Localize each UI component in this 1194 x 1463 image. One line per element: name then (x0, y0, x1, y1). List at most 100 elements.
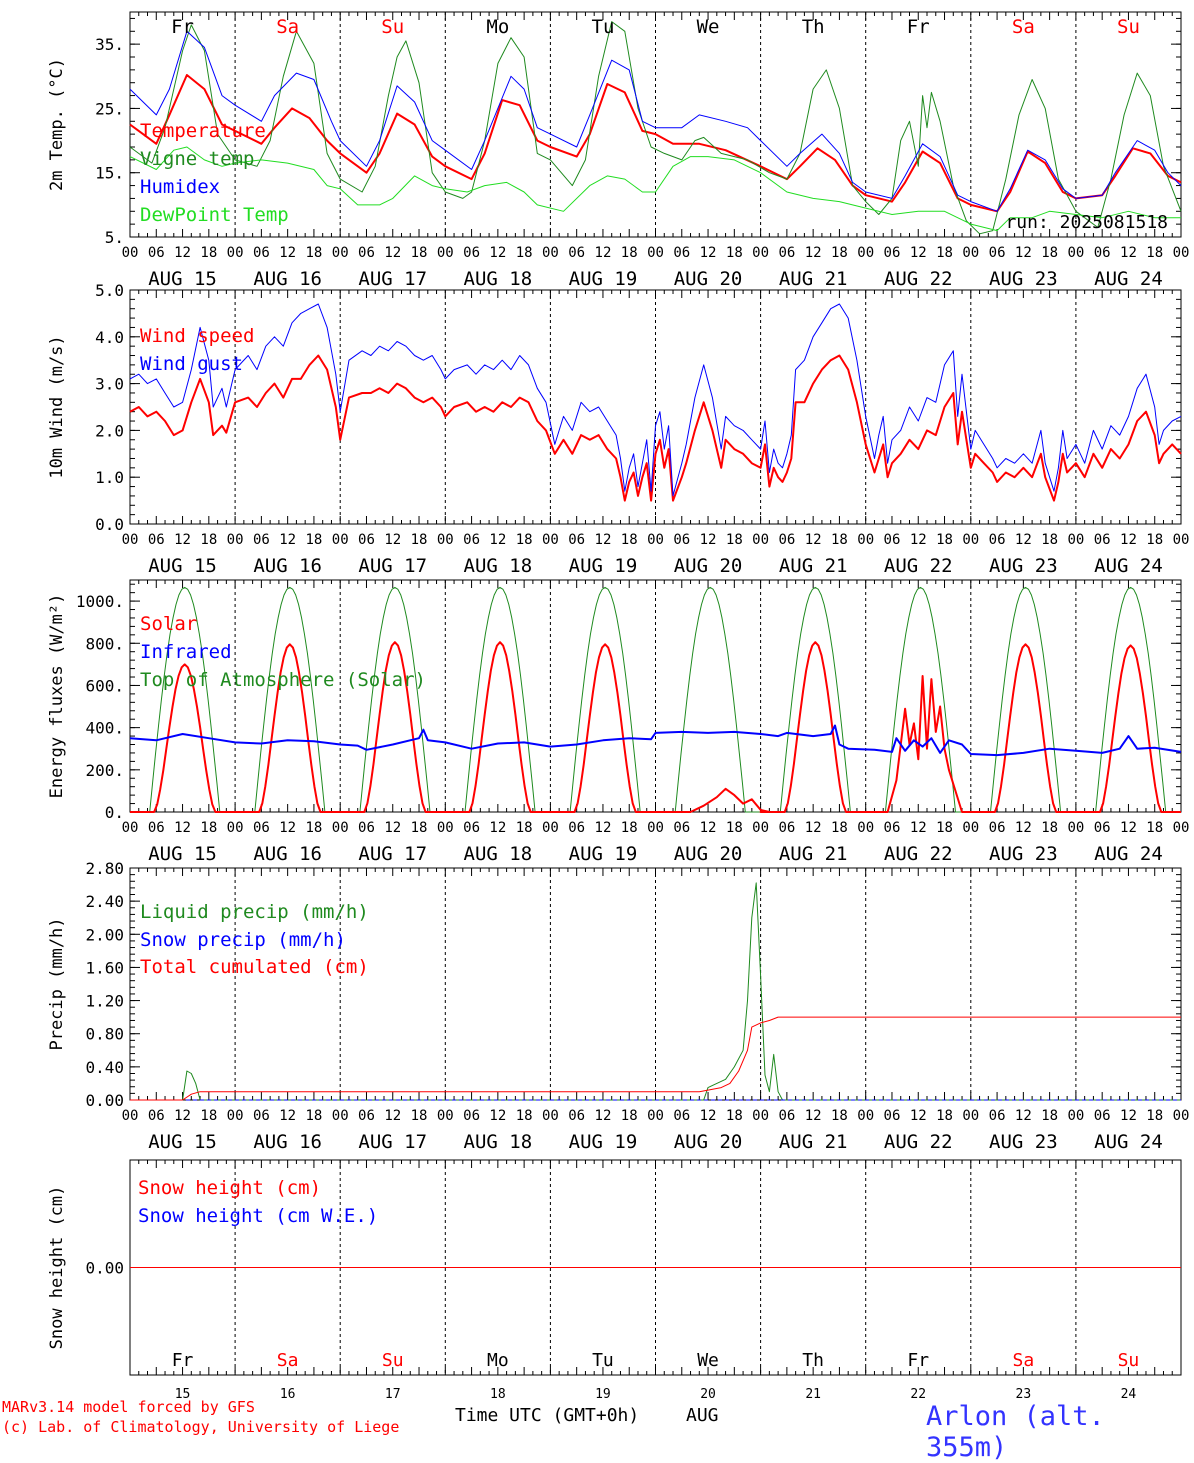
x-date-label: AUG 19 (569, 1131, 638, 1153)
x-hour-label: 12 (700, 532, 717, 548)
x-hour-label: 06 (358, 532, 375, 548)
x-hour-label: 12 (279, 820, 296, 836)
x-hour-label: 12 (174, 820, 191, 836)
legend-entry: Wind gust (140, 353, 243, 375)
day-name-bottom: Th (802, 1350, 824, 1371)
y-tick-label: 1.0 (95, 468, 124, 487)
x-hour-label: 12 (384, 820, 401, 836)
y-tick-label: 2.80 (85, 859, 124, 878)
x-hour-label: 00 (227, 245, 244, 261)
day-name-bottom: Fr (907, 1350, 929, 1371)
x-hour-label: 06 (989, 245, 1006, 261)
day-number: 19 (595, 1387, 611, 1402)
x-hour-label: 12 (1120, 245, 1137, 261)
x-hour-label: 00 (752, 820, 769, 836)
x-date-label: AUG 22 (884, 843, 953, 865)
y-tick-label: 600. (85, 676, 124, 695)
x-hour-label: 18 (831, 1108, 848, 1124)
series-line-total-cumulated-cm- (130, 1016, 1181, 1101)
x-hour-label: 12 (700, 820, 717, 836)
x-hour-label: 18 (411, 532, 428, 548)
x-hour-label: 12 (174, 245, 191, 261)
legend-entry: Humidex (140, 176, 220, 198)
y-tick-label: 0.00 (85, 1259, 124, 1278)
x-date-label: AUG 24 (1094, 555, 1163, 577)
x-date-label: AUG 18 (464, 268, 533, 290)
legend-entry: Solar (140, 613, 197, 635)
y-tick-label: 2.40 (85, 892, 124, 911)
series-line-wind-gust (129, 303, 1182, 497)
series-line-liquid-precip-mm-h- (130, 882, 1181, 1101)
x-hour-label: 00 (437, 1108, 454, 1124)
x-hour-label: 18 (936, 245, 953, 261)
x-date-label: AUG 16 (253, 268, 322, 290)
x-hour-label: 12 (279, 1108, 296, 1124)
y-tick-label: 400. (85, 719, 124, 738)
x-date-label: AUG 19 (569, 268, 638, 290)
x-date-label: AUG 17 (358, 555, 427, 577)
x-hour-label: 18 (936, 1108, 953, 1124)
station-label: Arlon (alt. 355m) (926, 1401, 1105, 1463)
x-hour-label: 18 (1146, 532, 1163, 548)
y-axis-label: 10m Wind (m/s) (47, 335, 67, 478)
x-hour-label: 06 (253, 245, 270, 261)
x-hour-label: 12 (700, 245, 717, 261)
x-hour-label: 06 (989, 1108, 1006, 1124)
y-tick-label: 2.00 (85, 925, 124, 944)
panel-snow: Snow height (cm) (47, 1159, 1182, 1376)
y-tick-label: 0.0 (95, 515, 124, 534)
x-date-label: AUG 16 (253, 555, 322, 577)
x-hour-label: 06 (989, 532, 1006, 548)
x-date-label: AUG 17 (358, 1131, 427, 1153)
x-date-label: AUG 19 (569, 843, 638, 865)
x-hour-label: 06 (358, 1108, 375, 1124)
series-line-wind-speed (129, 354, 1182, 502)
x-hour-label: 12 (1120, 820, 1137, 836)
footer-line-1: MARv3.14 model forced by GFS (2, 1398, 255, 1416)
x-date-label: AUG 23 (989, 1131, 1058, 1153)
x-hour-label: 06 (463, 245, 480, 261)
x-date-label: AUG 15 (148, 843, 217, 865)
x-hour-label: 12 (910, 245, 927, 261)
x-hour-label: 00 (647, 245, 664, 261)
x-hour-label: 18 (936, 820, 953, 836)
x-hour-label: 06 (148, 532, 165, 548)
day-name-bottom: Fr (172, 1350, 194, 1371)
y-tick-label: 25. (95, 99, 124, 118)
day-name-top: Sa (1012, 16, 1035, 38)
day-name-top: Tu (592, 16, 615, 38)
x-hour-label: 12 (489, 532, 506, 548)
y-axis-label: Energy fluxes (W/m²) (47, 594, 67, 799)
day-number: 16 (280, 1387, 296, 1402)
x-hour-label: 18 (621, 532, 638, 548)
x-date-label: AUG 20 (674, 843, 743, 865)
x-hour-label: 00 (857, 1108, 874, 1124)
day-name-top: Fr (907, 16, 930, 38)
x-hour-label: 00 (647, 820, 664, 836)
x-hour-label: 12 (1120, 532, 1137, 548)
day-name-bottom: Su (382, 1350, 404, 1371)
x-hour-label: 00 (542, 820, 559, 836)
x-date-label: AUG 16 (253, 1131, 322, 1153)
x-hour-label: 06 (568, 1108, 585, 1124)
x-hour-label: 12 (489, 1108, 506, 1124)
x-hour-label: 06 (253, 1108, 270, 1124)
x-hour-label: 06 (463, 820, 480, 836)
x-date-label: AUG 15 (148, 268, 217, 290)
x-axis-month: AUG (686, 1405, 719, 1426)
x-hour-label: 18 (200, 245, 217, 261)
day-number: 24 (1121, 1387, 1137, 1402)
x-hour-label: 00 (962, 820, 979, 836)
series-line-dewpoint-temp (129, 146, 1181, 232)
x-date-label: AUG 20 (674, 555, 743, 577)
x-hour-label: 18 (200, 1108, 217, 1124)
y-tick-label: 5.0 (95, 281, 124, 300)
x-hour-label: 12 (805, 532, 822, 548)
run-label: run: 2025081518 (1005, 212, 1168, 233)
x-hour-label: 18 (411, 245, 428, 261)
x-hour-label: 00 (122, 245, 139, 261)
x-hour-label: 00 (437, 245, 454, 261)
x-hour-label: 06 (148, 820, 165, 836)
x-hour-label: 18 (305, 820, 322, 836)
